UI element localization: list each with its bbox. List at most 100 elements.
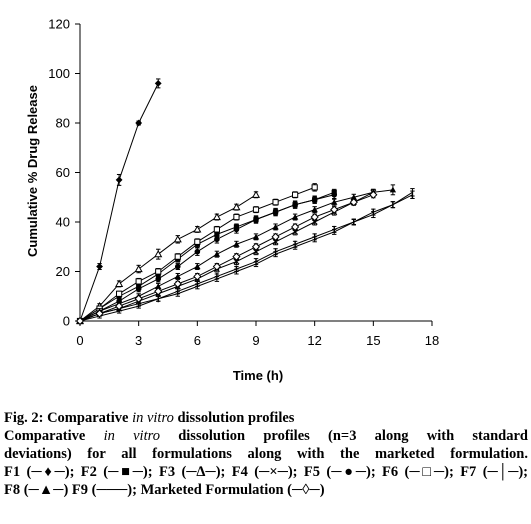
data-point	[115, 176, 123, 184]
y-tick-label: 20	[56, 264, 70, 279]
data-point	[174, 273, 181, 280]
series-3	[75, 190, 261, 325]
data-point	[331, 191, 338, 198]
data-point	[350, 194, 357, 200]
data-point	[214, 236, 220, 243]
x-tick-label: 3	[135, 333, 142, 348]
data-point	[95, 309, 104, 318]
data-point	[135, 278, 142, 285]
data-point	[311, 206, 318, 213]
x-tick-label: 18	[425, 333, 439, 348]
data-point	[331, 199, 338, 205]
data-point	[213, 250, 221, 257]
data-point	[173, 279, 182, 288]
caption-line-4: F8 (─▲─) F9 (───); Marketed Formulation …	[4, 482, 325, 498]
x-tick-label: 0	[76, 333, 83, 348]
data-point	[253, 216, 259, 223]
y-tick-label: 0	[63, 314, 70, 329]
data-point	[311, 196, 318, 203]
series-line	[79, 191, 413, 322]
data-point	[232, 202, 241, 211]
figure-label: Fig. 2: Comparative in vitro dissolution…	[4, 410, 295, 426]
series-10	[75, 190, 378, 326]
data-point	[252, 233, 260, 240]
chart-axes	[75, 23, 433, 326]
data-point	[212, 212, 221, 221]
data-point	[291, 213, 299, 220]
data-point	[272, 209, 279, 215]
data-point	[233, 226, 240, 233]
data-point	[214, 231, 220, 237]
data-point	[330, 205, 339, 214]
data-point	[252, 206, 260, 213]
data-point	[115, 279, 124, 287]
data-point	[173, 235, 182, 243]
data-point	[115, 302, 124, 311]
data-point	[134, 294, 143, 303]
data-point	[174, 253, 181, 260]
data-point	[194, 263, 201, 270]
figure-caption: Fig. 2: Comparative in vitro dissolution…	[4, 409, 528, 499]
data-point	[213, 226, 220, 233]
data-point	[233, 241, 240, 247]
data-point	[116, 290, 123, 297]
data-point	[75, 316, 85, 326]
x-axis-title: Time (h)	[233, 368, 283, 383]
data-point	[232, 252, 241, 261]
x-tick-label: 6	[194, 333, 201, 348]
series-line	[79, 194, 257, 322]
series-2	[77, 188, 337, 324]
data-point	[251, 242, 261, 251]
data-point	[369, 190, 378, 199]
series-5	[77, 190, 338, 324]
data-point	[154, 80, 162, 87]
data-point	[154, 249, 163, 258]
data-point	[310, 212, 319, 222]
data-point	[271, 232, 280, 241]
data-point	[154, 287, 163, 296]
caption-line-2: deviations) for all formulations along w…	[4, 446, 528, 462]
data-point	[193, 272, 202, 281]
data-point	[174, 263, 181, 270]
plot-area	[75, 78, 415, 326]
caption-line-1: Comparative in vitro dissolution profile…	[4, 428, 528, 444]
y-tick-label: 40	[56, 215, 70, 230]
caption-line-3: F1 (─♦─); F2 (─■─); F3 (─∆─); F4 (─×─); …	[4, 464, 528, 480]
tick-labels: 0 20 40 60 80 100 120 0 3 6 9 12 15 18	[48, 17, 439, 349]
x-tick-label: 9	[252, 333, 259, 348]
series-line	[79, 194, 335, 322]
data-point	[155, 283, 162, 289]
data-point	[135, 286, 142, 292]
y-tick-label: 80	[56, 116, 70, 131]
y-axis-title: Cumulative % Drug Release	[25, 85, 40, 257]
x-tick-label: 12	[307, 333, 321, 348]
y-tick-label: 100	[48, 66, 70, 81]
data-point	[134, 264, 143, 273]
x-tick-label: 15	[366, 333, 380, 348]
series-line	[79, 191, 374, 322]
data-point	[291, 222, 300, 232]
data-point	[272, 199, 279, 206]
data-point	[251, 190, 261, 198]
data-point	[194, 248, 201, 255]
series-9	[79, 188, 415, 322]
data-point	[272, 223, 279, 230]
data-point	[292, 191, 299, 198]
data-point	[311, 184, 318, 191]
y-tick-label: 120	[48, 17, 70, 32]
y-tick-label: 60	[56, 165, 70, 180]
data-point	[155, 276, 162, 282]
data-point	[233, 213, 240, 221]
data-point	[194, 238, 201, 245]
series-line	[79, 194, 374, 322]
data-point	[389, 186, 397, 193]
data-point	[135, 119, 143, 127]
data-point	[96, 263, 103, 270]
series-1	[76, 78, 162, 325]
data-point	[212, 262, 221, 271]
dissolution-chart: 0 20 40 60 80 100 120 0 3 6 9 12 15 18 Time (h) Cumul…	[25, 17, 439, 384]
data-point	[292, 201, 298, 208]
data-point	[193, 225, 202, 233]
data-point	[155, 268, 162, 275]
data-point	[349, 198, 358, 207]
